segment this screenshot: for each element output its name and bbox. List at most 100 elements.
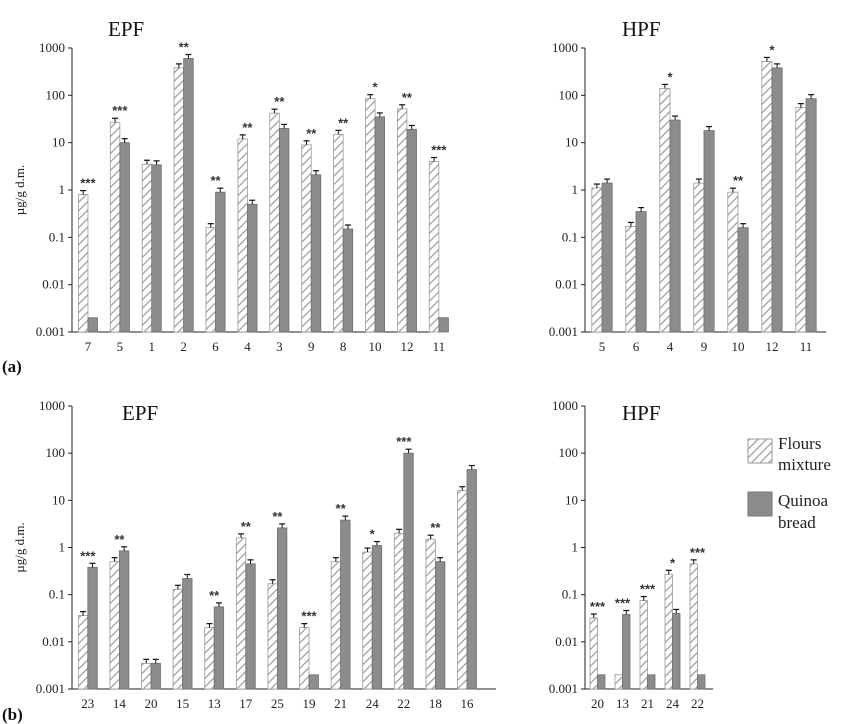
significance-mark: ** [274,94,285,109]
bar-flours-mixture [761,61,773,333]
bar-quinoa-bread [438,317,449,333]
x-tick-label: 12 [400,339,413,354]
y-tick-label: 0.01 [555,634,578,649]
significance-mark: *** [590,599,606,614]
bar-flours-mixture [235,537,247,690]
x-tick-label: 11 [800,339,813,354]
significance-mark: * [370,527,376,542]
x-tick-label: 6 [212,339,219,354]
y-tick-label: 1 [59,540,66,555]
x-tick-label: 6 [633,339,640,354]
bar-flours-mixture [727,191,739,333]
bar-flours-mixture [109,121,121,333]
bar-quinoa-bread [87,317,98,333]
y-tick-label: 1 [572,540,579,555]
x-tick-label: 14 [113,696,127,711]
bar-flours-mixture [362,551,373,690]
bar-flours-mixture [693,182,705,333]
x-tick-label: 7 [85,339,92,354]
significance-mark: ** [402,90,413,105]
bar-flours-mixture [428,161,440,333]
x-tick-label: 10 [732,339,745,354]
bar-quinoa-bread [805,98,817,333]
y-tick-label: 0.01 [42,277,65,292]
bar-flours-mixture [204,627,215,690]
bar-flours-mixture [141,163,153,333]
x-tick-label: 8 [340,339,347,354]
y-tick-label: 0.1 [49,229,65,244]
y-tick-label: 10 [52,135,65,150]
y-tick-label: 100 [559,87,579,102]
y-axis-label: µg/g d.m. [12,165,27,215]
bar-flours-mixture [109,561,120,690]
bar-quinoa-bread [183,58,194,333]
significance-mark: ** [336,501,347,516]
panel-label-b: (b) [2,705,23,724]
x-tick-label: 22 [397,696,410,711]
significance-mark: ** [179,40,190,55]
x-tick-label: 4 [667,339,674,354]
bar-quinoa-bread [622,614,631,690]
significance-mark: ** [272,509,283,524]
bar-flours-mixture [664,573,673,690]
x-tick-label: 5 [599,339,606,354]
significance-mark: ** [210,173,221,188]
legend-label-quinoa-2: bread [778,513,816,532]
significance-mark: *** [80,548,96,563]
y-tick-label: 10 [565,135,578,150]
x-tick-label: 22 [691,696,704,711]
legend-label-quinoa-1: Quinoa [778,491,829,510]
bar-flours-mixture [299,627,310,690]
chart-title: EPF [108,17,144,41]
significance-mark: ** [209,588,220,603]
y-tick-label: 100 [559,445,579,460]
y-tick-label: 0.001 [36,681,65,696]
x-tick-label: 20 [591,696,604,711]
significance-mark: ** [733,173,744,188]
bar-quinoa-bread [434,561,446,690]
bar-quinoa-bread [703,130,715,333]
x-tick-label: 21 [334,696,347,711]
bar-quinoa-bread [371,545,383,690]
bar-quinoa-bread [182,578,193,690]
y-axis-label: µg/g d.m. [12,522,27,572]
bar-flours-mixture [425,538,436,690]
significance-mark: * [667,69,673,84]
y-tick-label: 1000 [39,40,65,55]
bar-flours-mixture [301,144,312,333]
significance-mark: * [670,555,676,570]
significance-mark: ** [242,120,253,135]
significance-mark: ** [430,520,441,535]
x-tick-label: 12 [766,339,779,354]
bar-quinoa-bread [669,119,681,333]
x-tick-label: 23 [81,696,94,711]
bar-quinoa-bread [245,563,256,690]
x-tick-label: 13 [616,696,629,711]
y-tick-label: 1 [572,182,579,197]
y-tick-label: 100 [46,445,66,460]
y-tick-label: 0.001 [36,324,65,339]
bar-flours-mixture [141,662,152,690]
chart-a-hpf: 0.001 0.01 0.1 1 10 100 1000 HPF 5 6 4 * 9 10 ** 12 * 11 [549,17,826,354]
bar-quinoa-bread [340,519,351,690]
bar-flours-mixture [269,112,280,333]
bar-flours-mixture [614,674,623,690]
x-tick-label: 9 [701,339,708,354]
bar-quinoa-bread [310,174,322,333]
bar-flours-mixture [689,563,698,690]
bar-flours-mixture [77,194,89,333]
significance-mark: ** [241,519,252,534]
x-tick-label: 2 [180,339,187,354]
bar-flours-mixture [659,88,671,333]
bar-quinoa-bread [215,191,226,333]
y-tick-label: 10 [565,492,578,507]
y-tick-label: 0.001 [549,681,578,696]
bar-flours-mixture [77,615,89,690]
bar-flours-mixture [396,108,408,333]
significance-mark: ** [114,532,125,547]
bar-flours-mixture [589,617,598,690]
significance-mark: *** [615,595,631,610]
y-tick-label: 1000 [552,40,578,55]
